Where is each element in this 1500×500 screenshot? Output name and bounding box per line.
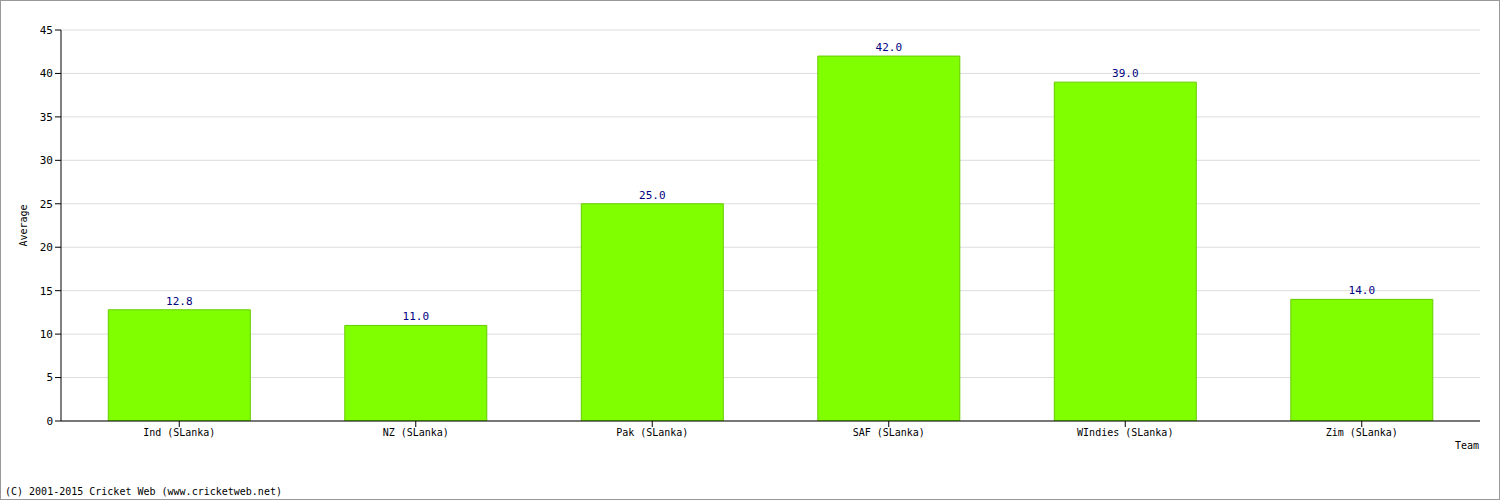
svg-text:15: 15 <box>40 285 53 298</box>
svg-text:5: 5 <box>46 371 53 384</box>
svg-text:12.8: 12.8 <box>166 295 193 308</box>
svg-text:NZ (SLanka): NZ (SLanka) <box>383 427 449 438</box>
svg-text:35: 35 <box>40 111 53 124</box>
svg-text:42.0: 42.0 <box>876 41 903 54</box>
svg-text:30: 30 <box>40 154 53 167</box>
svg-text:25.0: 25.0 <box>639 189 666 202</box>
svg-text:SAF (SLanka): SAF (SLanka) <box>853 427 925 438</box>
svg-text:39.0: 39.0 <box>1112 67 1139 80</box>
svg-text:14.0: 14.0 <box>1349 284 1376 297</box>
svg-text:10: 10 <box>40 328 53 341</box>
svg-text:Zim (SLanka): Zim (SLanka) <box>1326 427 1398 438</box>
svg-text:Ind (SLanka): Ind (SLanka) <box>143 427 215 438</box>
html-text:Team: Team <box>1454 440 1479 451</box>
svg-text:25: 25 <box>40 198 53 211</box>
svg-text:20: 20 <box>40 241 53 254</box>
svg-text:WIndies (SLanka): WIndies (SLanka) <box>1077 427 1173 438</box>
svg-text:Average: Average <box>18 204 29 246</box>
html-text:(C) 2001-2015 Cricket Web (www: (C) 2001-2015 Cricket Web (www.cricketwe… <box>5 486 282 497</box>
svg-text:0: 0 <box>46 415 53 428</box>
svg-text:40: 40 <box>40 67 53 80</box>
svg-text:Pak (SLanka): Pak (SLanka) <box>616 427 688 438</box>
svg-text:45: 45 <box>40 24 53 37</box>
svg-text:11.0: 11.0 <box>403 310 430 323</box>
